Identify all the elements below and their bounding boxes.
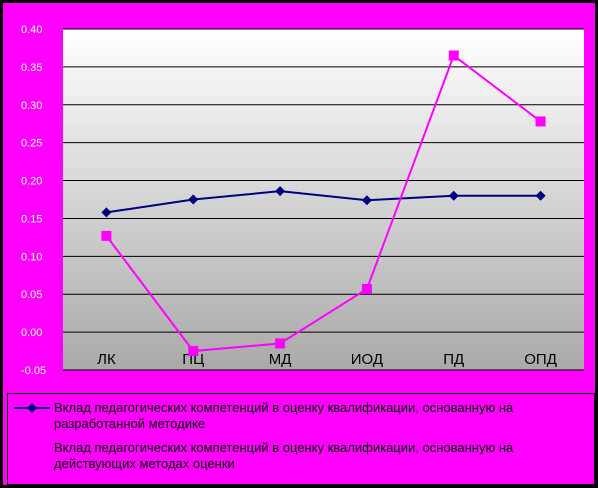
legend-label-series-1: Вклад педагогических компетенций в оценк…	[54, 400, 514, 431]
y-tick-label: 0.35	[21, 62, 42, 74]
series-2-point	[361, 283, 372, 294]
series-line-1	[106, 190, 541, 214]
series-2-point	[448, 50, 459, 61]
series-2-point	[101, 230, 112, 241]
legend-key-square-line-icon	[14, 443, 50, 453]
x-tick-label: МД	[269, 351, 292, 368]
y-tick-label: 0.00	[21, 327, 42, 339]
legend: Вклад педагогических компетенций в оценк…	[7, 393, 595, 485]
legend-key-diamond-line-icon	[14, 403, 50, 413]
x-tick-label: ПД	[443, 351, 464, 368]
x-tick-label: ЛК	[97, 351, 116, 368]
y-tick-label: 0.25	[21, 138, 42, 150]
y-tick-label: 0.15	[21, 213, 42, 225]
series-2-point	[535, 116, 546, 127]
y-tick-label: 0.40	[21, 24, 42, 36]
series-1-point	[188, 194, 199, 205]
y-tick-label: 0.20	[21, 176, 42, 188]
series-line-2	[105, 53, 542, 353]
series-1-point	[361, 195, 372, 206]
y-axis-tick-labels: 0.40 0.35 0.30 0.25 0.20 0.15 0.10 0.05 0.00 -0.0…	[21, 24, 46, 377]
x-axis-tick-labels: ЛК ПЦ МД ИОД ПД ОПД	[97, 351, 557, 368]
y-tick-label: 0.30	[21, 100, 42, 112]
legend-label-series-2: Вклад педагогических компетенций в оценк…	[54, 440, 514, 471]
y-tick-label: 0.10	[21, 251, 42, 263]
x-tick-label: ПЦ	[182, 351, 204, 368]
line-chart: 0.40 0.35 0.30 0.25 0.20 0.15 0.10 0.05 0.00 -0.0…	[21, 24, 584, 377]
series-1-point	[101, 207, 112, 218]
plot-area	[63, 29, 584, 370]
y-tick-label: 0.05	[21, 289, 42, 301]
series-2-point	[188, 346, 199, 357]
series-layer	[101, 50, 546, 357]
series-1-point	[448, 190, 459, 201]
gridlines	[63, 28, 584, 371]
series-1-point	[535, 190, 546, 201]
series-1-point	[275, 186, 286, 197]
x-tick-label: ОПД	[524, 351, 557, 368]
y-tick-label: -0.05	[21, 365, 46, 377]
series-2-point	[275, 338, 286, 349]
x-tick-label: ИОД	[351, 351, 383, 368]
